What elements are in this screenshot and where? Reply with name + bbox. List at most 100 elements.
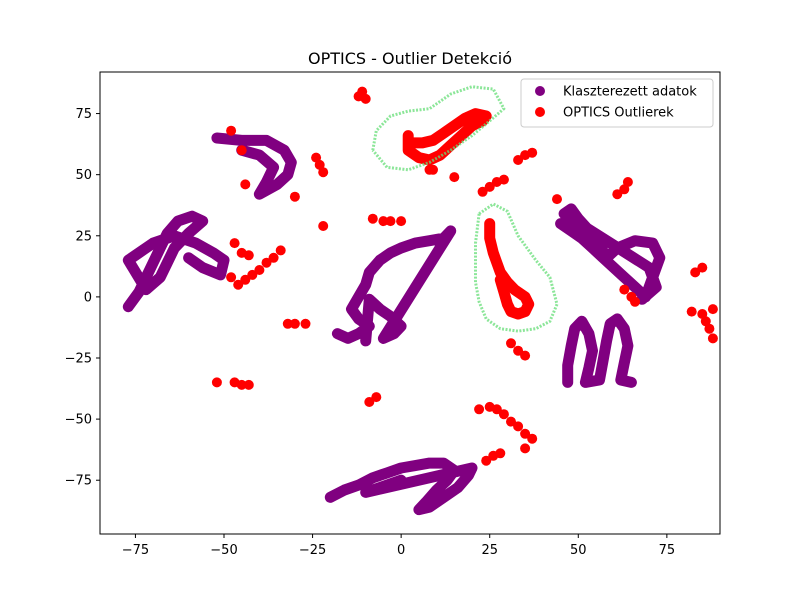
data-point	[704, 323, 715, 334]
data-point	[233, 279, 244, 290]
legend: Klaszterezett adatok OPTICS Outlierek	[520, 78, 714, 128]
data-point	[268, 252, 279, 263]
data-point	[527, 147, 538, 158]
boundary-contour	[371, 85, 506, 172]
data-point	[360, 335, 371, 346]
data-point	[289, 191, 300, 202]
y-tick-label: 0	[84, 290, 92, 305]
y-tick-label: 75	[75, 107, 92, 122]
data-point	[626, 377, 637, 388]
data-point	[622, 177, 633, 187]
data-point	[527, 433, 538, 444]
data-point	[697, 262, 708, 273]
data-point	[229, 238, 240, 249]
data-point	[364, 397, 375, 407]
series-0-cluster-3	[324, 457, 478, 516]
series-0-cluster-0	[211, 132, 297, 200]
data-point	[513, 345, 524, 356]
data-point	[183, 252, 194, 263]
legend-marker	[535, 86, 545, 96]
data-point	[481, 455, 492, 466]
y-tick-label: −50	[65, 413, 92, 428]
series-1-cluster-0	[402, 108, 492, 166]
data-point	[520, 350, 531, 361]
data-point	[552, 194, 562, 205]
data-point	[484, 181, 495, 192]
series-1	[211, 86, 718, 466]
data-point	[700, 316, 711, 327]
data-point	[226, 272, 237, 283]
data-point	[619, 284, 630, 295]
data-point	[630, 296, 640, 307]
series-0-cluster-2	[331, 225, 457, 347]
plot-area	[122, 85, 718, 516]
data-point	[506, 338, 516, 349]
x-tick-label: 0	[397, 543, 405, 558]
series-0-cluster-5	[562, 313, 637, 388]
data-point	[243, 379, 254, 390]
data-point	[406, 137, 417, 148]
data-point	[243, 250, 254, 261]
data-point	[498, 174, 509, 185]
data-point	[240, 274, 251, 285]
series-0	[122, 132, 666, 516]
axes-frame	[99, 71, 721, 535]
data-point	[477, 186, 488, 197]
data-point	[396, 216, 407, 227]
data-point	[360, 93, 371, 104]
y-tick-label: −25	[65, 352, 92, 367]
data-point	[385, 216, 396, 227]
y-tick-label: 50	[75, 168, 92, 183]
data-point	[254, 265, 265, 275]
x-tick-label: 75	[659, 543, 676, 558]
data-point	[690, 267, 701, 278]
legend-box	[520, 78, 714, 128]
data-point	[707, 333, 718, 344]
data-point	[378, 216, 389, 227]
data-point	[707, 304, 718, 315]
data-point	[371, 392, 382, 403]
series-0-cluster-1	[122, 210, 230, 313]
series-2-cluster-0	[371, 85, 506, 172]
data-point	[428, 164, 438, 175]
x-tick-label: −50	[210, 543, 237, 558]
legend-marker	[535, 107, 545, 117]
x-tick-label: −75	[122, 543, 149, 558]
chart-title: OPTICS - Outlier Detekció	[308, 49, 512, 68]
data-point	[491, 404, 502, 415]
data-point	[247, 269, 258, 280]
data-point	[275, 245, 286, 256]
data-point	[300, 318, 311, 329]
data-point	[240, 179, 251, 190]
data-point	[506, 416, 516, 427]
data-point	[520, 428, 531, 439]
data-point	[236, 379, 247, 390]
data-point	[318, 221, 329, 231]
data-point	[520, 443, 531, 454]
boundary-contour	[474, 202, 559, 333]
y-tick-label: 25	[75, 229, 92, 244]
data-point	[513, 421, 524, 432]
data-point	[498, 409, 509, 420]
data-point	[396, 475, 407, 486]
axes: −75 −50 −25 0 25 50 75 −75 −50 −25 0 25 50 75	[65, 71, 721, 558]
data-point	[513, 155, 524, 165]
data-point	[226, 125, 237, 136]
data-point	[495, 274, 506, 285]
series-1-cluster-2	[211, 86, 718, 466]
y-tick-label: −75	[65, 474, 92, 489]
data-point	[686, 306, 697, 317]
data-point	[449, 172, 460, 183]
data-point	[211, 377, 222, 388]
data-point	[282, 318, 293, 329]
data-point	[318, 167, 329, 178]
data-point	[236, 145, 247, 156]
series-2-cluster-1	[474, 202, 559, 333]
data-point	[289, 318, 300, 329]
x-tick-label: −25	[299, 543, 326, 558]
data-point	[367, 213, 378, 224]
data-point	[261, 257, 272, 268]
series-0-cluster-4	[555, 203, 666, 305]
series-2	[371, 85, 559, 333]
